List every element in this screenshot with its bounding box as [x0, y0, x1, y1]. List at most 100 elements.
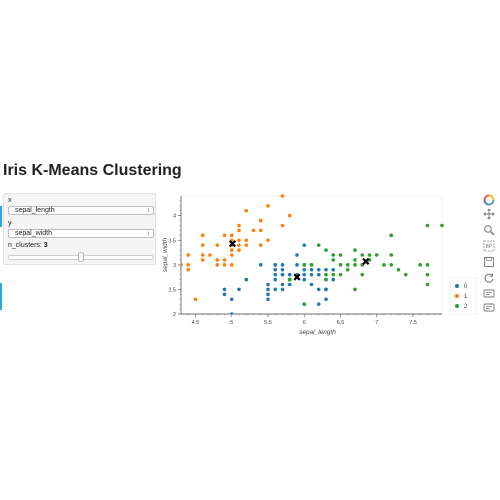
- select-arrows-icon: ↕: [147, 231, 150, 237]
- data-point: [237, 243, 241, 247]
- data-point: [302, 267, 307, 272]
- n-clusters-value: 3: [43, 242, 48, 249]
- data-point: [273, 277, 278, 282]
- data-point: [280, 272, 285, 277]
- data-point: [215, 258, 220, 262]
- data-point: [295, 253, 299, 257]
- data-point: [186, 263, 191, 267]
- data-point: [302, 277, 307, 282]
- hover-icon[interactable]: [483, 288, 495, 300]
- data-point: [309, 263, 314, 267]
- y-select[interactable]: sepal_width ↕: [8, 229, 154, 238]
- data-point: [396, 267, 401, 272]
- x-select-label: x: [8, 197, 12, 204]
- plot-axes: 4.5 5 5.5 6 6.5 7 7.5 2 2.5 3 3.5 4 sepal_length sepa…: [162, 195, 443, 336]
- legend-marker: [455, 284, 459, 288]
- zoom-icon[interactable]: [483, 224, 495, 236]
- data-point: [367, 253, 372, 257]
- bokeh-logo-icon[interactable]: [483, 194, 495, 206]
- select-arrows-icon: ↕: [147, 208, 150, 214]
- data-point: [237, 287, 241, 292]
- data-point: [222, 258, 227, 262]
- data-point: [222, 292, 227, 297]
- scatter-plot[interactable]: 4.5 5 5.5 6 6.5 7 7.5 2 2.5 3 3.5 4 sepal_length sepa…: [160, 190, 480, 350]
- x-select[interactable]: sepal_length ↕: [8, 206, 154, 215]
- data-point: [425, 223, 430, 228]
- data-point: [389, 253, 394, 257]
- data-point: [258, 228, 263, 233]
- data-point: [280, 282, 285, 287]
- plot-toolbar: BP: [481, 194, 497, 314]
- data-point: [280, 267, 285, 272]
- data-point: [389, 263, 394, 267]
- data-point: [374, 253, 379, 257]
- x-tick-label: 7.5: [409, 320, 417, 326]
- y-select-value: sepal_width: [15, 230, 52, 237]
- reset-icon[interactable]: [483, 272, 495, 284]
- data-point: [266, 297, 270, 302]
- data-point: [229, 263, 234, 267]
- data-point: [258, 218, 263, 223]
- data-point: [338, 272, 343, 277]
- data-point: [425, 272, 430, 277]
- data-point: [389, 233, 394, 238]
- data-point: [244, 277, 249, 282]
- data-point: [309, 267, 314, 272]
- centroid-x: [228, 240, 237, 248]
- data-point: [331, 253, 336, 257]
- data-point: [266, 292, 270, 297]
- n-clusters-slider-handle[interactable]: [78, 252, 84, 262]
- x-axis-label: sepal_length: [299, 329, 336, 336]
- data-point: [425, 263, 430, 267]
- y-select-label: y: [8, 220, 12, 227]
- data-point: [324, 267, 328, 272]
- y-tick-label: 2: [173, 312, 176, 318]
- legend-marker: [455, 294, 459, 298]
- data-point: [266, 282, 270, 287]
- n-clusters-label: n_clusters: 3: [8, 242, 48, 249]
- pan-icon[interactable]: [483, 208, 495, 220]
- centroid-x: [362, 257, 370, 265]
- data-point: [273, 263, 278, 267]
- data-point: [237, 248, 241, 252]
- n-clusters-label-text: n_clusters:: [8, 242, 44, 249]
- data-point: [273, 287, 278, 292]
- data-point: [280, 194, 285, 198]
- data-point: [229, 297, 234, 302]
- controls-panel: x sepal_length ↕ y sepal_width ↕ n_clust…: [3, 193, 156, 265]
- data-point: [382, 263, 386, 267]
- svg-text:BP: BP: [486, 244, 493, 250]
- legend-box: [449, 277, 477, 315]
- data-point: [360, 253, 365, 257]
- data-point: [280, 223, 285, 228]
- plot-legend: 0 1 2: [449, 277, 477, 315]
- data-point: [193, 297, 198, 302]
- data-point: [208, 253, 212, 257]
- data-point: [200, 233, 205, 238]
- plot-centroids: [228, 240, 370, 281]
- data-point: [222, 287, 227, 292]
- box-zoom-icon[interactable]: BP: [483, 240, 495, 252]
- data-point: [200, 258, 205, 262]
- data-point: [258, 263, 263, 267]
- hover-icon-2[interactable]: [483, 302, 495, 314]
- data-point: [266, 238, 270, 243]
- x-tick-label: 7: [375, 320, 378, 326]
- y-tick-label: 3: [173, 263, 176, 269]
- data-point: [287, 272, 292, 277]
- legend-label: 1: [464, 294, 468, 300]
- x-tick-label: 5: [230, 320, 233, 326]
- page-title: Iris K-Means Clustering: [3, 162, 182, 179]
- active-tool-indicator: [0, 283, 2, 310]
- data-point: [309, 272, 314, 277]
- data-point: [331, 267, 336, 272]
- data-point: [280, 287, 285, 292]
- data-point: [316, 243, 321, 247]
- legend-label: 0: [464, 284, 468, 290]
- data-point: [229, 253, 234, 257]
- centroid-marker: [362, 257, 370, 265]
- data-point: [331, 277, 336, 282]
- data-point: [200, 243, 205, 247]
- data-point: [353, 248, 357, 252]
- save-icon[interactable]: [483, 256, 495, 268]
